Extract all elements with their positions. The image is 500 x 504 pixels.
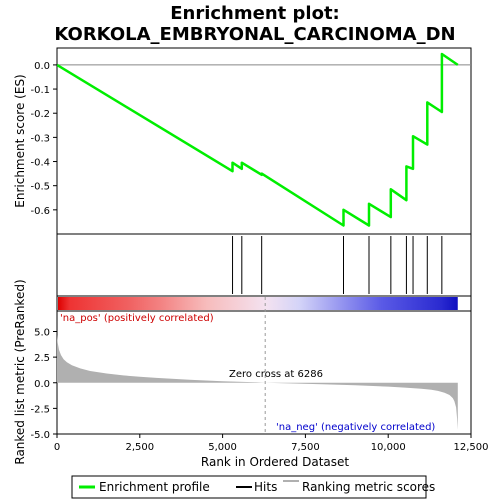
legend-profile-label: Enrichment profile bbox=[99, 480, 210, 494]
metric-y-tick-label: 5.0 bbox=[34, 328, 50, 339]
pos-correlated-label: 'na_pos' (positively correlated) bbox=[60, 313, 214, 324]
es-y-tick-label: -0.4 bbox=[30, 158, 50, 169]
ranking-metric-area bbox=[57, 334, 458, 430]
es-y-tick-label: -0.3 bbox=[30, 133, 50, 144]
es-y-axis: 0.0 -0.1 -0.2 -0.3 -0.4 -0.5 -0.6 bbox=[30, 61, 57, 217]
es-y-tick-label: -0.6 bbox=[30, 206, 50, 217]
ranking-gradient-bar bbox=[58, 297, 458, 310]
enrichment-profile-line bbox=[57, 52, 459, 227]
x-tick-label: 10,000 bbox=[371, 442, 406, 453]
metric-panel-frame bbox=[56, 310, 472, 435]
x-axis-label: Rank in Ordered Dataset bbox=[201, 455, 349, 469]
metric-y-tick-label: 2.5 bbox=[34, 353, 50, 364]
es-y-tick-label: -0.2 bbox=[30, 109, 50, 120]
chart-title-line2: KORKOLA_EMBRYONAL_CARCINOMA_DN bbox=[54, 24, 455, 45]
hits-panel-frame bbox=[56, 233, 472, 297]
es-y-tick-label: -0.5 bbox=[30, 182, 50, 193]
es-y-tick-label: 0.0 bbox=[34, 61, 50, 72]
x-tick-label: 5,000 bbox=[208, 442, 237, 453]
zero-cross-label: Zero cross at 6286 bbox=[229, 369, 323, 380]
es-y-axis-label: Enrichment score (ES) bbox=[13, 74, 27, 207]
x-axis: 0 2,500 5,000 7,500 10,000 12,500 bbox=[54, 434, 489, 453]
legend-hits-label: Hits bbox=[254, 480, 277, 494]
x-tick-label: 0 bbox=[54, 442, 60, 453]
x-tick-label: 12,500 bbox=[454, 442, 489, 453]
legend-metric-label: Ranking metric scores bbox=[302, 480, 435, 494]
metric-y-tick-label: 0.0 bbox=[34, 379, 50, 390]
metric-y-tick-label: -5.0 bbox=[30, 430, 50, 441]
es-panel-frame bbox=[56, 47, 472, 235]
x-tick-label: 7,500 bbox=[291, 442, 320, 453]
es-y-tick-label: -0.1 bbox=[30, 85, 50, 96]
neg-correlated-label: 'na_neg' (negatively correlated) bbox=[276, 422, 435, 433]
metric-y-axis-label: Ranked list metric (PreRanked) bbox=[13, 279, 27, 464]
x-tick-label: 2,500 bbox=[125, 442, 154, 453]
chart-title-line1: Enrichment plot: bbox=[170, 3, 340, 24]
hit-markers bbox=[232, 236, 443, 294]
metric-y-tick-label: -2.5 bbox=[30, 404, 50, 415]
metric-y-axis: 5.0 2.5 0.0 -2.5 -5.0 bbox=[30, 328, 57, 441]
